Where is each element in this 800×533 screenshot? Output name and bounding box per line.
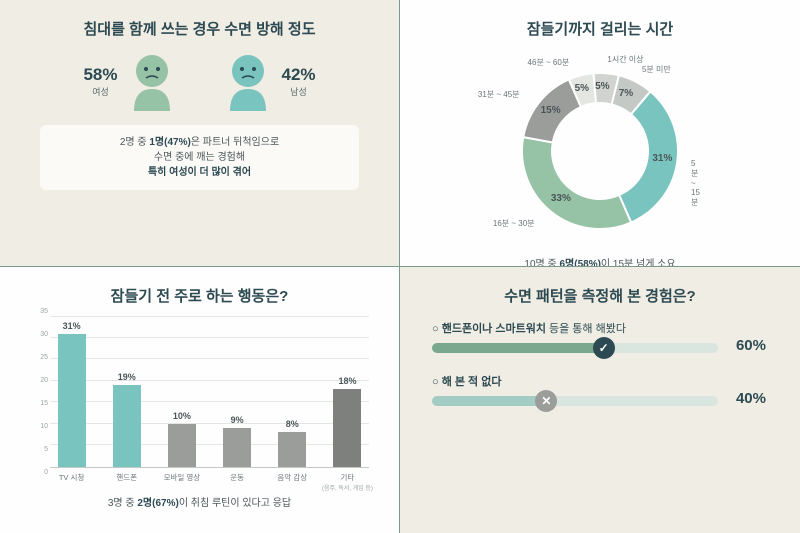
progress-label: ○ 핸드폰이나 스마트워치 등을 통해 해봤다 <box>432 320 768 336</box>
bar-value: 18% <box>338 376 356 386</box>
male-icon <box>220 51 276 111</box>
slice-label: 5분 ~ 15분 <box>691 159 700 208</box>
progress-pct: 40% <box>736 390 766 407</box>
bar-label: 운동 <box>230 472 244 483</box>
bar-value: 10% <box>173 411 191 421</box>
progress-rows: ○ 핸드폰이나 스마트워치 등을 통해 해봤다✓60%○ 해 본 적 없다✕40… <box>422 320 778 406</box>
y-axis: 05101520253035 <box>26 312 48 473</box>
progress-track: ✕ <box>432 396 718 406</box>
bar-value: 19% <box>118 372 136 382</box>
bar-value: 31% <box>63 321 81 331</box>
q1-infobox: 2명 중 1명(47%)은 파트너 뒤척임으로 수면 중에 깨는 경험해 특히 … <box>40 125 359 190</box>
progress-row: ○ 핸드폰이나 스마트워치 등을 통해 해봤다 ✓ 60% <box>432 320 768 353</box>
check-icon: ✓ <box>593 337 615 359</box>
bar-chart: 05101520253035 31%TV 시청19%핸드폰10%모바일 영상9%… <box>50 318 369 468</box>
bar <box>333 389 361 466</box>
slice-label: 5분 미만 <box>642 64 671 75</box>
q3-caption: 3명 중 2명(67%)이 취침 루틴이 있다고 응답 <box>22 494 377 509</box>
slice-pct: 5% <box>575 83 589 94</box>
q3-title: 잠들기 전 주로 하는 행동은? <box>22 285 377 306</box>
q4-title: 수면 패턴을 측정해 본 경험은? <box>422 285 778 306</box>
bar-label: TV 시청 <box>59 472 84 483</box>
progress-pct: 60% <box>736 337 766 354</box>
progress-track: ✓ <box>432 343 718 353</box>
bar-column: 10%모바일 영상 <box>160 411 203 467</box>
female-icon <box>124 51 180 111</box>
panel-pre-sleep-activity: 잠들기 전 주로 하는 행동은? 05101520253035 31%TV 시청… <box>0 267 400 533</box>
panel-sleep-disturbance: 침대를 함께 쓰는 경우 수면 방해 정도 58% 여성 <box>0 0 400 267</box>
progress-fill <box>432 343 604 353</box>
avatar-female: 58% 여성 <box>83 51 179 111</box>
bar <box>168 424 196 467</box>
bar-label: 모바일 영상 <box>164 472 201 483</box>
slice-label: 1시간 이상 <box>607 54 643 65</box>
bar-label: 기타(음주, 독서, 게임 등) <box>322 472 373 492</box>
bar-column: 18%기타(음주, 독서, 게임 등) <box>326 376 369 466</box>
avatar-male: 42% 남성 <box>220 51 316 111</box>
bar-value: 9% <box>231 415 244 425</box>
bar <box>58 334 86 467</box>
progress-label: ○ 해 본 적 없다 <box>432 373 768 389</box>
slice-pct: 33% <box>551 193 571 204</box>
panel-sleep-tracking: 수면 패턴을 측정해 본 경험은? ○ 핸드폰이나 스마트워치 등을 통해 해봤… <box>400 267 800 533</box>
bar-column: 9%운동 <box>216 415 259 467</box>
slice-pct: 5% <box>595 81 609 92</box>
bar <box>113 385 141 466</box>
slice-pct: 15% <box>541 105 561 116</box>
slice-pct: 31% <box>652 153 672 164</box>
bar-label: 음악 감상 <box>277 472 307 483</box>
x-icon: ✕ <box>535 390 557 412</box>
bar <box>278 432 306 466</box>
donut-chart: 7%5분 미만31%5분 ~ 15분33%16분 ~ 30분15%31분 ~ 4… <box>500 51 700 251</box>
female-label: 여성 <box>83 85 117 98</box>
slice-label: 31분 ~ 45분 <box>478 89 520 100</box>
panel-time-to-sleep: 잠들기까지 걸리는 시간 7% 5분 미만 31% 5분 ~ 15분 33% 16분 ~ … <box>400 0 800 267</box>
slice-pct: 7% <box>619 88 633 99</box>
bar-column: 31%TV 시청 <box>50 321 93 467</box>
avatar-row: 58% 여성 42% <box>22 51 377 111</box>
male-pct: 42% <box>282 65 316 85</box>
progress-fill <box>432 396 546 406</box>
bar-value: 8% <box>286 419 299 429</box>
bar-column: 8%음악 감상 <box>271 419 314 466</box>
progress-row: ○ 해 본 적 없다 ✕ 40% <box>432 373 768 406</box>
bar <box>223 428 251 467</box>
donut-slice <box>522 137 631 229</box>
q2-title: 잠들기까지 걸리는 시간 <box>422 18 778 39</box>
slice-label: 46분 ~ 60분 <box>528 57 570 68</box>
bar-column: 19%핸드폰 <box>105 372 148 466</box>
slice-label: 16분 ~ 30분 <box>493 218 535 229</box>
male-label: 남성 <box>282 85 316 98</box>
bar-label: 핸드폰 <box>116 472 137 483</box>
female-pct: 58% <box>83 65 117 85</box>
q2-caption: 10명 중 6명(58%)이 15분 넘게 소요 <box>422 255 778 267</box>
q1-title: 침대를 함께 쓰는 경우 수면 방해 정도 <box>22 18 377 39</box>
